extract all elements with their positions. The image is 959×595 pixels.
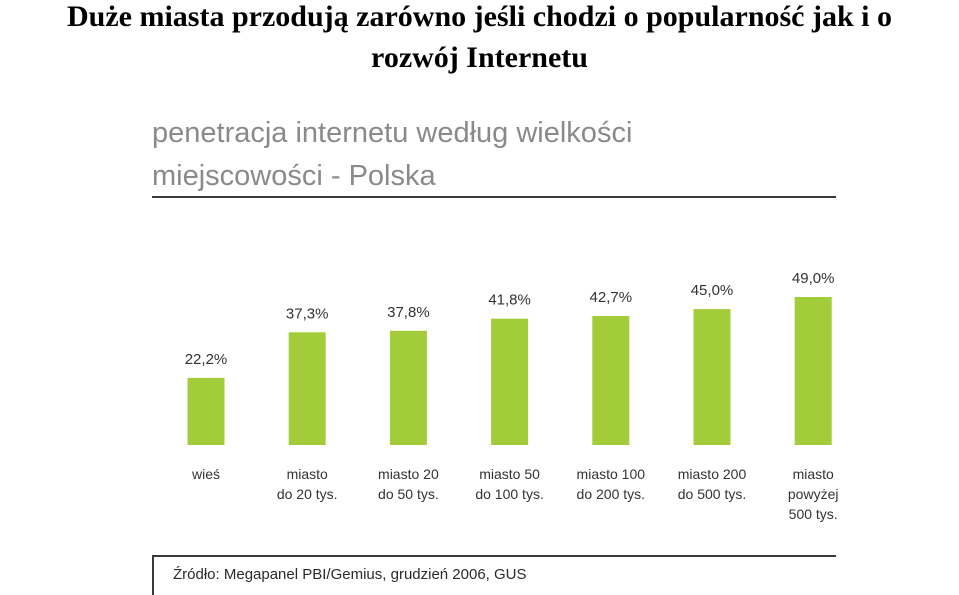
category-label-3: miasto 50 do 100 tys.: [475, 466, 544, 502]
bar-6: [794, 297, 832, 445]
bar-1: [288, 332, 326, 445]
bar-0: [187, 377, 225, 445]
chart-title-line-1: penetracja internetu według wielkości: [152, 117, 633, 149]
data-label-0: 22,2%: [185, 351, 228, 368]
bar-2: [389, 330, 427, 445]
bar-5: [693, 309, 731, 445]
category-label-6: miasto powyżej 500 tys.: [787, 466, 839, 522]
data-label-1: 37,3%: [286, 305, 329, 322]
source-note: Źródło: Megapanel PBI/Gemius, grudzień 2…: [173, 566, 527, 583]
category-label-5: miasto 200 do 500 tys.: [677, 466, 747, 502]
bar-3: [491, 318, 529, 445]
slide-title-line-2: rozwój Internetu: [371, 41, 588, 74]
data-label-6: 49,0%: [792, 270, 835, 287]
category-label-1: miasto do 20 tys.: [276, 466, 338, 502]
category-label-0: wieś: [191, 466, 220, 482]
chart-title: penetracja internetu według wielkości mi…: [152, 112, 852, 198]
chart-header-divider: [152, 196, 836, 198]
bar-4: [592, 316, 630, 445]
data-label-4: 42,7%: [590, 289, 633, 306]
source-divider: [152, 555, 836, 557]
slide-title-line-1: Duże miasta przodują zarówno jeśli chodz…: [67, 0, 892, 33]
slide-title: Duże miasta przodują zarówno jeśli chodz…: [0, 0, 959, 77]
chart-title-line-2: miejscowości - Polska: [152, 160, 436, 192]
source-left-border: [152, 557, 154, 595]
category-label-4: miasto 100 do 200 tys.: [576, 466, 646, 502]
data-label-2: 37,8%: [387, 304, 430, 321]
data-label-5: 45,0%: [691, 282, 734, 299]
category-label-2: miasto 20 do 50 tys.: [378, 466, 439, 502]
data-label-3: 41,8%: [488, 292, 531, 309]
